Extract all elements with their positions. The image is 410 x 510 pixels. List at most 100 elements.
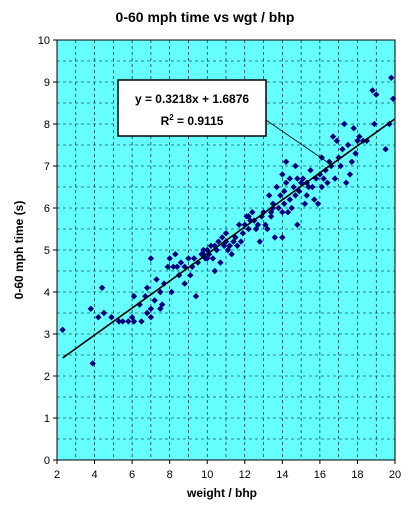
data-point <box>314 200 322 207</box>
data-point <box>211 267 218 275</box>
data-point <box>192 293 200 300</box>
data-point <box>316 171 324 178</box>
data-point <box>224 246 232 254</box>
data-point <box>200 246 207 254</box>
data-point <box>222 230 230 237</box>
data-point <box>281 200 288 207</box>
equation-label: y = 0.3218x + 1.6876 <box>135 92 249 106</box>
data-point <box>277 192 284 199</box>
data-point <box>100 309 108 317</box>
data-point <box>245 225 252 233</box>
x-tick-label: 10 <box>201 469 213 481</box>
data-point <box>329 133 337 140</box>
data-point <box>324 179 331 186</box>
data-point <box>320 175 327 182</box>
y-tick-label: 6 <box>44 203 50 215</box>
x-axis-title: weight / bhp <box>186 486 257 500</box>
data-point <box>286 175 294 182</box>
data-point <box>185 255 192 262</box>
data-point <box>89 360 96 367</box>
x-tick-label: 12 <box>239 469 251 481</box>
data-point <box>147 255 155 262</box>
data-point <box>249 209 256 216</box>
data-point <box>130 318 138 325</box>
data-point <box>138 318 145 325</box>
data-point <box>239 230 247 237</box>
data-point <box>166 255 173 262</box>
y-tick-label: 2 <box>44 371 50 383</box>
data-point <box>307 167 314 174</box>
data-point <box>339 146 346 153</box>
data-point <box>309 183 316 191</box>
data-point <box>346 171 354 178</box>
data-point <box>284 209 292 216</box>
data-point <box>356 133 363 140</box>
data-point <box>136 301 143 308</box>
data-point <box>294 175 301 182</box>
data-point <box>301 200 309 207</box>
x-tick-label: 8 <box>167 469 173 481</box>
data-point <box>327 162 335 170</box>
data-point <box>158 301 166 308</box>
data-point <box>303 192 310 199</box>
data-point <box>256 238 263 245</box>
data-point <box>222 238 230 245</box>
equation-frame <box>117 79 267 137</box>
data-point <box>226 242 233 249</box>
data-point <box>170 263 177 270</box>
data-point <box>215 238 222 245</box>
data-point <box>388 74 395 81</box>
data-point <box>147 305 155 312</box>
data-point <box>341 120 348 128</box>
data-point <box>230 238 237 245</box>
r-squared-sup: 2 <box>169 113 174 122</box>
x-tick-label: 6 <box>129 469 135 481</box>
data-point <box>382 146 389 153</box>
grid <box>57 40 395 460</box>
data-point <box>369 87 376 94</box>
data-point <box>275 204 282 212</box>
data-point <box>265 192 273 199</box>
x-tick-label: 4 <box>91 469 97 481</box>
data-point <box>311 196 318 203</box>
data-point <box>267 213 275 220</box>
data-point <box>125 318 132 325</box>
y-tick-label: 10 <box>38 35 50 47</box>
data-point <box>177 259 185 266</box>
data-point <box>305 183 312 191</box>
data-point <box>335 154 342 161</box>
y-axis: 0 1 2 3 4 5 6 7 8 9 10 <box>38 35 57 467</box>
data-point <box>350 125 357 132</box>
data-point <box>286 196 294 203</box>
r-squared-value: = 0.9115 <box>174 114 224 128</box>
data-point <box>288 204 295 212</box>
data-point <box>264 225 271 233</box>
x-tick-label: 20 <box>389 469 401 481</box>
y-tick-label: 4 <box>44 287 50 299</box>
data-point <box>151 297 158 304</box>
y-tick-label: 0 <box>44 455 50 467</box>
data-point <box>348 158 356 165</box>
data-point <box>337 162 344 170</box>
data-point <box>234 242 241 249</box>
data-point <box>209 255 217 262</box>
data-point <box>331 175 339 182</box>
data-point <box>237 238 245 245</box>
data-point <box>363 137 371 144</box>
y-tick-label: 7 <box>44 161 50 173</box>
data-point <box>153 276 160 283</box>
data-point <box>290 183 297 191</box>
data-point <box>344 141 352 149</box>
data-point <box>389 95 397 102</box>
data-point <box>219 234 226 241</box>
x-tick-label: 2 <box>54 469 60 481</box>
data-point <box>87 305 94 312</box>
data-point <box>59 326 66 333</box>
data-point <box>292 162 299 170</box>
data-point <box>160 280 168 287</box>
data-point <box>371 120 378 128</box>
y-tick-label: 8 <box>44 119 50 131</box>
data-point <box>172 251 179 258</box>
data-point <box>282 158 290 165</box>
